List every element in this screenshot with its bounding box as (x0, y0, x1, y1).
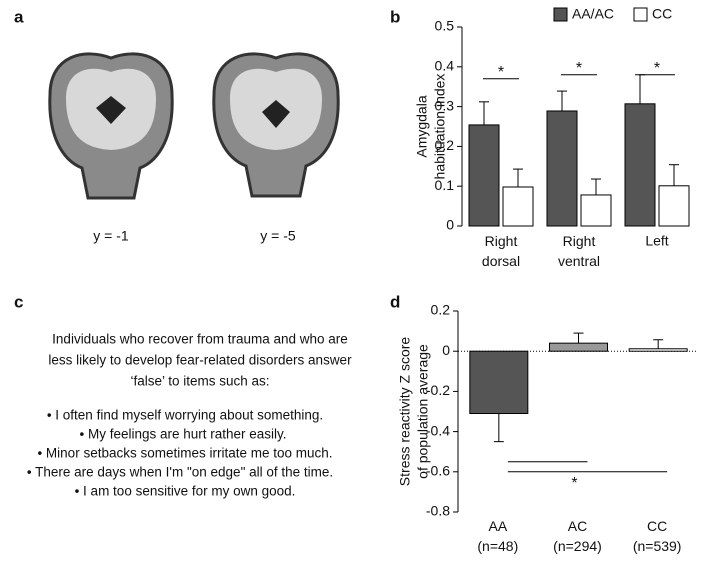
significance-star: * (498, 64, 504, 81)
brain-slice (48, 52, 174, 200)
bar (549, 342, 608, 352)
panel-label: b (390, 7, 400, 26)
legend-label: CC (652, 6, 672, 22)
bar (628, 348, 688, 352)
legend-swatch (553, 7, 568, 22)
bar (624, 103, 656, 227)
item-line: • I often find myself worrying about som… (47, 408, 323, 423)
y-tick-label: 0.4 (435, 58, 455, 74)
bar (580, 194, 612, 227)
y-tick-label: -0.2 (426, 382, 450, 398)
x-tick-label: AC (n=294) (553, 518, 602, 554)
item-line: • I am too sensitive for my own good. (75, 484, 296, 499)
y-tick-label: 0.2 (431, 302, 451, 318)
significance-star: * (571, 475, 577, 492)
x-tick-label: AA (n=48) (477, 518, 518, 554)
y-tick-label: 0.5 (435, 18, 455, 34)
bar (469, 350, 529, 415)
y-tick-label: -0.4 (426, 422, 450, 438)
brain-slice (212, 52, 340, 198)
y-tick-label: -0.8 (426, 503, 450, 519)
y-tick-label: 0.3 (435, 97, 455, 113)
panel-label: d (390, 292, 400, 311)
bar (546, 110, 578, 227)
caption: y = -1 (93, 228, 129, 244)
y-axis-label: Stress reactivity Z score (397, 337, 413, 487)
item-line: • My feelings are hurt rather easily. (79, 427, 286, 442)
bar (468, 124, 500, 227)
x-tick-label: Right dorsal (482, 233, 520, 269)
item-line: • Minor setbacks sometimes irritate me t… (37, 446, 332, 461)
x-tick-label: CC (n=539) (633, 518, 682, 554)
y-axis-label: Amygdala (414, 95, 430, 157)
intro-line: Individuals who recover from trauma and … (52, 332, 348, 347)
bar (502, 186, 534, 227)
panel-label: c (14, 292, 23, 311)
bar (658, 185, 690, 227)
y-tick-label: 0.2 (435, 137, 455, 153)
intro-line: ‘false’ to items such as: (130, 374, 269, 389)
y-tick-label: 0.1 (435, 177, 455, 193)
significance-star: * (576, 60, 582, 77)
legend-swatch (633, 7, 648, 22)
y-axis-label: habituation index (432, 74, 448, 180)
x-tick-label: Right ventral (558, 233, 600, 269)
significance-star: * (654, 60, 660, 77)
y-tick-label: -0.6 (426, 463, 450, 479)
y-tick-label: 0 (442, 342, 450, 358)
y-tick-label: 0 (446, 217, 454, 233)
panel-label: a (14, 7, 24, 26)
caption: y = -5 (260, 228, 296, 244)
item-line: • There are days when I'm "on edge" all … (27, 465, 333, 480)
legend-label: AA/AC (572, 6, 614, 22)
y-axis-label: of population average (415, 344, 431, 479)
intro-line: less likely to develop fear-related diso… (48, 353, 352, 368)
x-tick-label: Left (645, 233, 668, 249)
